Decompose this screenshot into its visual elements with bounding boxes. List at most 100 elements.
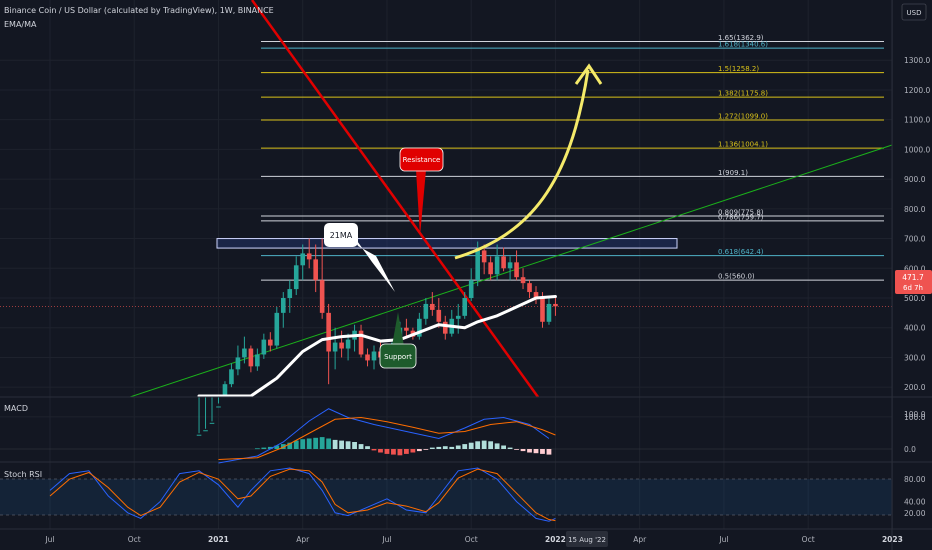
stoch-label: Stoch RSI [4,470,42,479]
candle-body [319,280,325,313]
price-axis[interactable]: 100.0 200.0 300.0 400.0 500.0 600.0 700.0 800.0… [904,56,930,422]
candle-body [345,339,351,349]
price-tick-label: 600.0 [904,264,926,273]
macd-histogram-bar [319,437,325,449]
candle-body [365,354,370,361]
macd-histogram-bar [416,449,422,452]
stoch-rsi-pane: 80.00 40.00 20.00 [49,467,926,522]
macd-histogram-bar [384,449,390,454]
time-tick-label: Jul [44,535,54,544]
macd-histogram-bar [339,440,344,449]
macd-histogram-bar [501,445,506,449]
fib-level-label: 0.618(642.4) [718,248,764,256]
price-tick-label: 1100.0 [904,116,930,125]
candle-body [468,280,474,298]
price-tag-value: 471.7 [902,273,924,282]
support-callout: Support [379,312,417,369]
stoch-tick-label: 20.00 [904,509,926,518]
candle-body [280,298,286,313]
macd-histogram-bar [488,441,494,449]
macd-histogram-bar [254,448,260,450]
ma-callout: 21MA [324,223,395,292]
candle-body [287,289,293,298]
price-tag-countdown: 6d 7h [903,284,923,292]
fib-level-label: 0.809(775.8) [718,209,764,217]
projection-arrowhead [574,63,603,85]
stoch-band [0,479,892,515]
candle-body [501,256,506,269]
macd-histogram-bar [546,449,552,455]
time-tick-label: 2022 [545,535,566,544]
candle-body [339,342,344,349]
macd-label: MACD [4,404,28,413]
candle-body [300,253,306,266]
macd-histogram-bar [442,446,448,449]
macd-pane: 100.0 0.0 [0,408,926,464]
time-tick-label: Oct [128,535,141,544]
macd-histogram-bar [462,444,468,449]
macd-histogram-bar [287,442,293,449]
ma-callout-label: 21MA [330,231,353,240]
time-axis[interactable]: JulOct2021AprJulOct2022AprJulOct2023JulO… [44,535,932,544]
resistance-zone-box [216,238,678,249]
macd-histogram-bar [300,439,306,449]
candle-body [455,315,461,319]
candle-body [507,262,513,269]
time-tick-label: Jul [718,535,728,544]
candle-body [222,384,228,396]
candle-body [358,330,364,355]
fib-level-label: 1.136(1004.1) [718,141,768,149]
candle-body [313,259,318,281]
macd-histogram-bar [358,444,364,449]
price-tick-label: 900.0 [904,175,926,184]
candle-body [242,348,247,358]
candle-body [494,256,500,275]
macd-tick-label: 0.0 [904,445,916,454]
time-tick-label: 2021 [208,535,229,544]
macd-histogram-bar [540,449,545,454]
macd-histogram-bar [410,449,416,453]
candle-body [462,298,468,316]
macd-histogram-bar [306,438,312,449]
grid-lines [0,0,893,529]
macd-histogram-bar [494,443,500,449]
date-tag [566,531,608,547]
candle-body [442,321,448,334]
candle-body [371,351,377,361]
candle-body [527,283,532,293]
macd-histogram-bar [404,449,409,454]
candle-body [248,348,254,367]
macd-histogram-bar [345,441,351,449]
fibonacci-levels: 1.65(1362.9)1.618(1340.6) 1.5(1258.2) 1.38… [261,34,884,281]
currency-label: USD [907,9,922,17]
stoch-tick-label: 80.00 [904,475,926,484]
price-tick-label: 1000.0 [904,145,930,154]
currency-button[interactable] [901,3,927,21]
fib-level-label: 0.5(560.0) [718,273,755,281]
candle-body [430,303,435,310]
price-tick-label: 700.0 [904,235,926,244]
candle-body [417,318,422,337]
macd-histogram-bar [455,445,461,449]
macd-histogram-bar [468,442,474,449]
macd-histogram-bar [507,447,513,449]
candle-body [488,262,493,275]
macd-histogram-bar [326,438,332,449]
macd-histogram-bar [365,446,370,449]
candles [196,238,558,436]
candle-body [235,357,241,370]
fib-level-label: 1(909.1) [718,169,748,177]
time-tick-label: 2023 [882,535,903,544]
candle-body [475,250,480,281]
macd-histogram-bar [352,442,357,449]
fib-level-label: 1.65(1362.9) [718,34,764,42]
price-tick-label: 500.0 [904,294,926,303]
candle-body [196,434,202,436]
candle-body [255,354,260,367]
macd-histogram-bar [261,447,267,449]
candle-body [306,253,312,260]
fib-level-label: 1.382(1175.8) [718,90,768,98]
candle-body [229,369,234,385]
